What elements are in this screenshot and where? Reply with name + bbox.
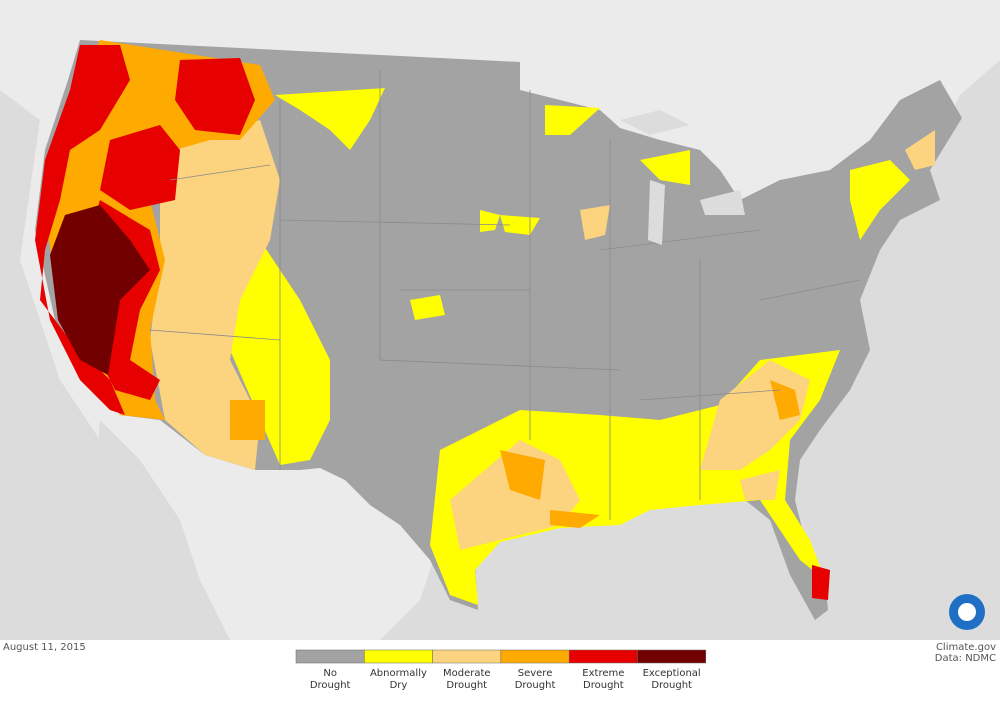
legend-label-line: Extreme xyxy=(582,668,624,679)
map-date: August 11, 2015 xyxy=(3,642,86,653)
legend-swatch xyxy=(295,649,365,664)
legend-label: Severe Drought xyxy=(515,668,556,691)
severe-drought-area xyxy=(45,40,800,528)
legend-label-line: Drought xyxy=(583,680,624,691)
legend-label-line: Drought xyxy=(310,680,351,691)
legend-swatch xyxy=(432,649,502,664)
united-states xyxy=(35,40,962,620)
legend-label: Exceptional Drought xyxy=(643,668,701,691)
abnormally-dry-area xyxy=(230,88,910,605)
legend-swatch xyxy=(500,649,570,664)
legend-label-line: No xyxy=(323,668,337,679)
legend-label-line: Dry xyxy=(390,680,408,691)
legend-swatch xyxy=(568,649,638,664)
legend-label: No Drought xyxy=(310,668,351,691)
legend-swatch xyxy=(364,649,433,664)
extreme-drought-area xyxy=(35,45,830,600)
moderate-drought-area xyxy=(150,120,935,550)
legend-label-line: Abnormally xyxy=(370,668,427,679)
noaa-logo xyxy=(949,594,985,630)
legend-label-line: Moderate xyxy=(443,668,491,679)
legend-label: Abnormally Dry xyxy=(370,668,427,691)
logo-inner xyxy=(958,603,976,621)
legend-label-line: Drought xyxy=(446,680,487,691)
legend-label-line: Severe xyxy=(518,668,553,679)
legend-label-line: Drought xyxy=(515,680,556,691)
credit: Climate.gov xyxy=(936,642,996,653)
legend-label-line: Exceptional xyxy=(643,668,701,679)
legend-label-line: Drought xyxy=(651,680,692,691)
legend-label: Moderate Drought xyxy=(443,668,491,691)
legend-swatch xyxy=(637,649,707,664)
great-lakes xyxy=(620,110,745,245)
footer-background xyxy=(0,640,1000,704)
legend-label: Extreme Drought xyxy=(582,668,624,691)
gulf-of-california xyxy=(95,420,230,640)
exceptional-drought-area xyxy=(50,205,150,375)
state-borders xyxy=(149,70,861,520)
data-source: Data: NDMC xyxy=(935,653,996,664)
